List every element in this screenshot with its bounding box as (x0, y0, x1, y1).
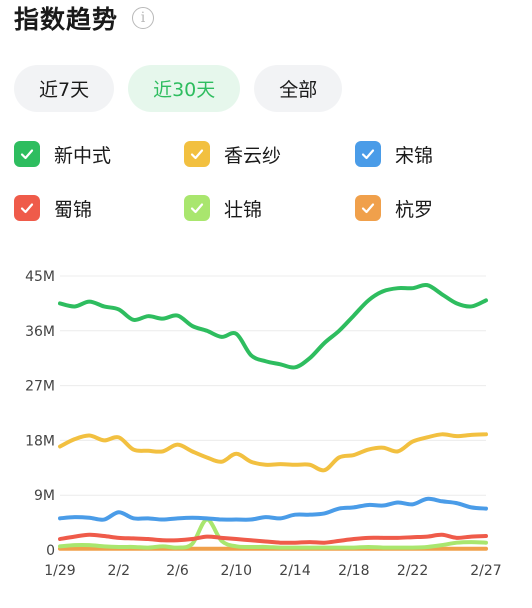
legend-item-xiangyunsha[interactable]: 香云纱 (184, 137, 355, 171)
tab-30-days[interactable]: 近30天 (128, 65, 241, 112)
legend-item-songjin[interactable]: 宋锦 (355, 137, 433, 171)
tab-7-days[interactable]: 近7天 (14, 65, 115, 112)
checkbox-check-icon[interactable] (184, 195, 210, 221)
series-line (58, 532, 488, 545)
x-tick-label: 2/22 (397, 563, 428, 579)
legend-item-hangluo[interactable]: 杭罗 (355, 191, 433, 225)
x-tick-label: 2/27 (470, 563, 501, 579)
series-line (58, 282, 488, 370)
x-tick-label: 2/10 (221, 563, 252, 579)
y-tick-label: 0 (46, 543, 55, 559)
x-tick-label: 2/6 (166, 563, 189, 579)
tab-all[interactable]: 全部 (254, 65, 343, 112)
y-tick-label: 45M (25, 269, 55, 285)
series-line (58, 496, 488, 522)
checkbox-check-icon[interactable] (355, 195, 381, 221)
x-tick-label: 2/2 (107, 563, 130, 579)
legend-item-shujin[interactable]: 蜀锦 (14, 191, 184, 225)
x-tick-label: 2/18 (338, 563, 369, 579)
legend-label: 杭罗 (395, 198, 434, 221)
legend-label: 蜀锦 (54, 198, 93, 221)
legend: 新中式 香云纱 宋锦 蜀锦 壮锦 杭罗 (14, 137, 524, 245)
legend-label: 新中式 (54, 144, 112, 167)
trend-chart: 0 9M 18M 27M 36M 45M 1/29 2/2 2/6 2/10 2/14 2/18 2/2… (25, 269, 502, 579)
checkbox-check-icon[interactable] (184, 141, 210, 167)
legend-item-zhuangjin[interactable]: 壮锦 (184, 191, 355, 225)
page-header: 指数趋势 i (14, 0, 155, 36)
legend-label: 香云纱 (224, 144, 282, 167)
legend-label: 壮锦 (224, 198, 263, 221)
y-tick-label: 27M (25, 379, 55, 395)
series-line (58, 432, 488, 473)
info-icon[interactable]: i (132, 7, 155, 29)
checkbox-check-icon[interactable] (14, 195, 40, 221)
x-tick-label: 1/29 (44, 563, 75, 579)
checkbox-check-icon[interactable] (355, 141, 381, 167)
series-line (58, 517, 488, 550)
legend-label: 宋锦 (395, 144, 434, 167)
page-title: 指数趋势 (14, 5, 119, 34)
y-tick-label: 18M (25, 433, 55, 449)
y-tick-label: 36M (25, 324, 55, 340)
x-tick-label: 2/14 (279, 563, 311, 579)
checkbox-check-icon[interactable] (14, 141, 40, 167)
time-range-tabs: 近7天 近30天 全部 (14, 65, 343, 112)
legend-item-xinzhongshi[interactable]: 新中式 (14, 137, 184, 171)
y-tick-label: 9M (34, 488, 55, 504)
